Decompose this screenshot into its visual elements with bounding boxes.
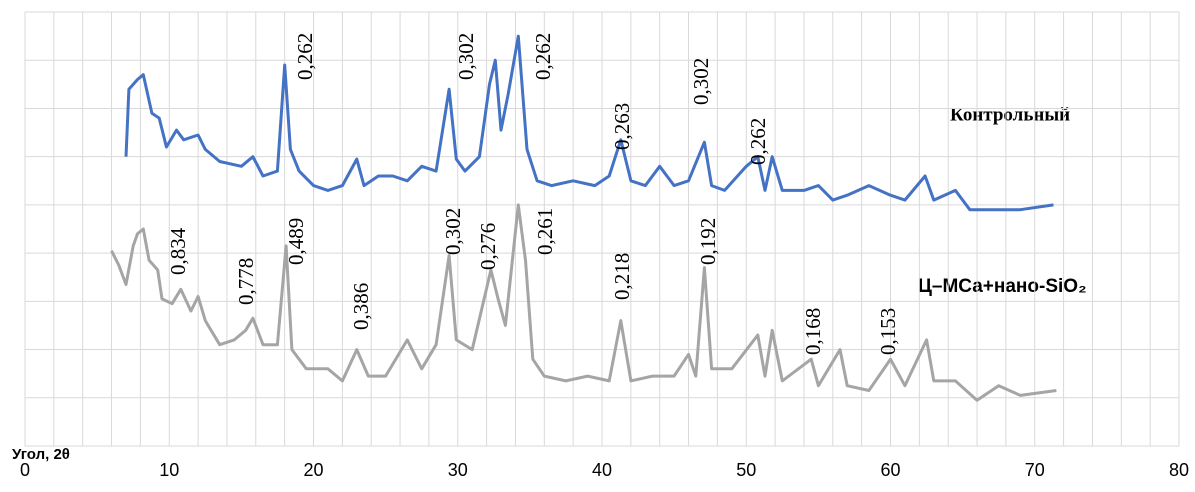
series-line — [124, 34, 1054, 212]
annotation: 0,262 — [531, 33, 555, 80]
annotation: 0,386 — [349, 283, 373, 330]
annotation: 0,276 — [476, 223, 500, 270]
series-label: Ц–МСа+нано-SiO₂ — [918, 276, 1087, 297]
annotation: 0,302 — [689, 58, 713, 105]
annotation: 0,261 — [533, 208, 557, 255]
annotation: 0,218 — [610, 253, 634, 300]
annotation: 0,262 — [746, 118, 770, 165]
annotation: 0,302 — [441, 208, 465, 255]
x-tick-label: 50 — [736, 460, 756, 480]
series-line — [110, 203, 1057, 402]
x-tick-label: 70 — [1025, 460, 1045, 480]
x-tick-label: 80 — [1169, 460, 1189, 480]
x-axis-label: Угол, 2θ — [12, 446, 70, 463]
annotation: 0,168 — [801, 308, 825, 355]
annotation: 0,834 — [166, 227, 190, 275]
x-tick-label: 10 — [159, 460, 179, 480]
series-label: Контрольный — [950, 104, 1070, 125]
x-tick-label: 30 — [448, 460, 468, 480]
annotation: 0,192 — [696, 218, 720, 265]
annotation: 0,489 — [284, 218, 308, 265]
annotation: 0,263 — [610, 103, 634, 150]
x-tick-label: 40 — [592, 460, 612, 480]
annotation: 0,302 — [454, 33, 478, 80]
annotation: 0,153 — [876, 308, 900, 355]
annotation: 0,262 — [293, 33, 317, 80]
x-tick-label: 60 — [880, 460, 900, 480]
annotation: 0,778 — [234, 258, 258, 305]
x-tick-label: 0 — [20, 460, 30, 480]
x-tick-label: 20 — [303, 460, 323, 480]
